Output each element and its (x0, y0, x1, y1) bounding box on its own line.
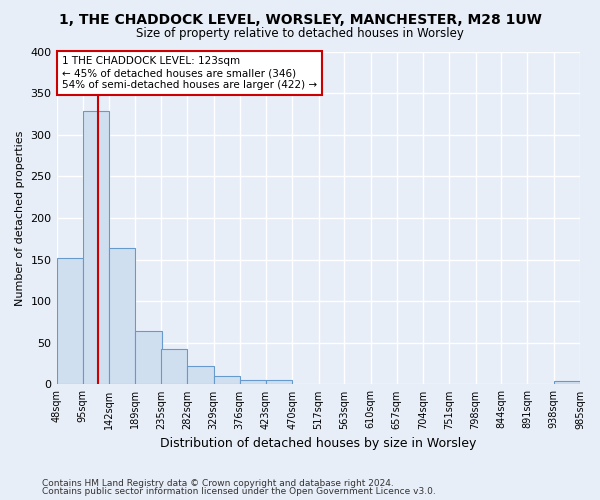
Bar (136, 331, 161, 384)
Bar (56, 258, 83, 384)
X-axis label: Distribution of detached houses by size in Worsley: Distribution of detached houses by size … (160, 437, 476, 450)
Bar (240, 380, 266, 384)
Text: 1 THE CHADDOCK LEVEL: 123sqm
← 45% of detached houses are smaller (346)
54% of s: 1 THE CHADDOCK LEVEL: 123sqm ← 45% of de… (62, 56, 317, 90)
Text: Size of property relative to detached houses in Worsley: Size of property relative to detached ho… (136, 28, 464, 40)
Bar (554, 381, 580, 384)
Y-axis label: Number of detached properties: Number of detached properties (15, 130, 25, 306)
Text: Contains public sector information licensed under the Open Government Licence v3: Contains public sector information licen… (42, 487, 436, 496)
Text: Contains HM Land Registry data © Crown copyright and database right 2024.: Contains HM Land Registry data © Crown c… (42, 478, 394, 488)
Bar (187, 366, 214, 384)
Bar (109, 248, 136, 384)
Text: 1, THE CHADDOCK LEVEL, WORSLEY, MANCHESTER, M28 1UW: 1, THE CHADDOCK LEVEL, WORSLEY, MANCHEST… (59, 12, 541, 26)
Bar (161, 348, 187, 384)
Bar (214, 376, 240, 384)
Bar (266, 380, 292, 384)
Bar (83, 112, 109, 384)
